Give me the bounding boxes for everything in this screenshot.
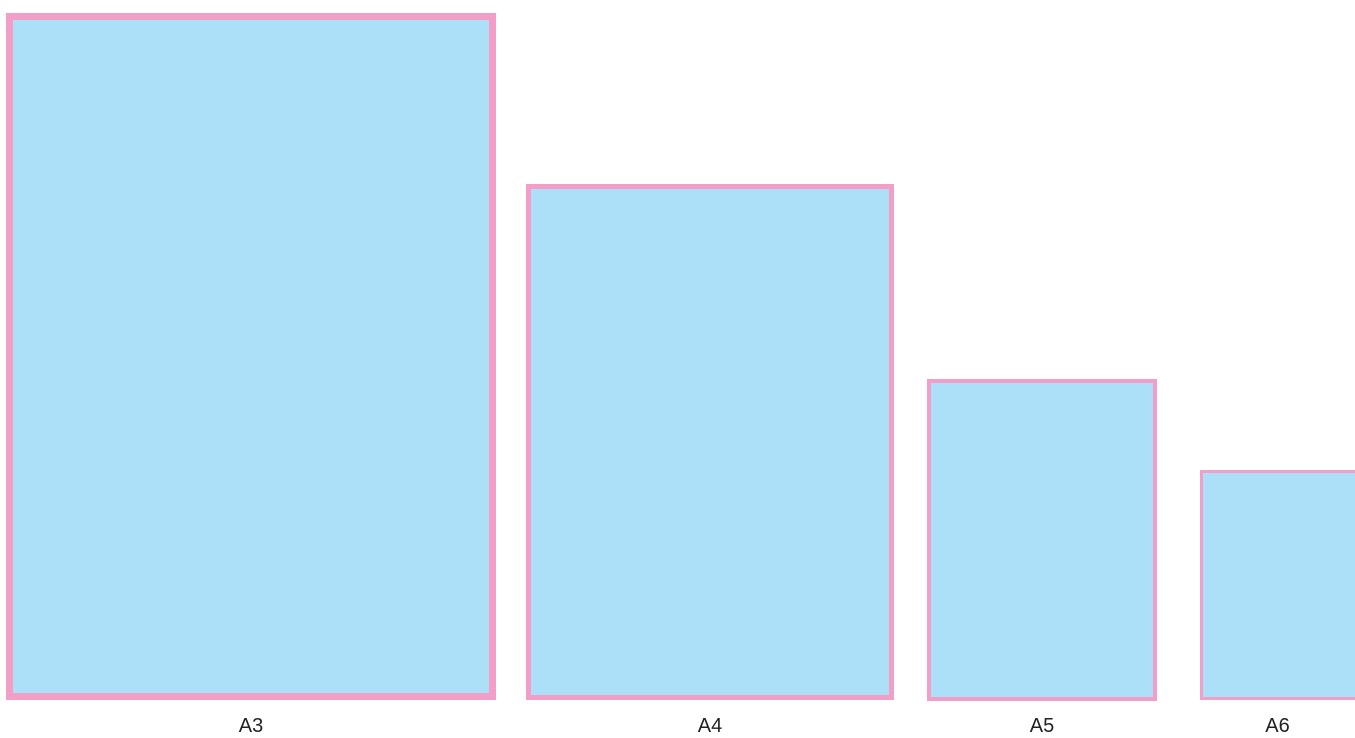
sheet-label-a3: A3 (238, 715, 264, 737)
sheet-a4 (526, 184, 894, 700)
sheet-label-a6: A6 (1265, 715, 1290, 737)
sheet-a3 (6, 13, 496, 700)
sheet-label-a4: A4 (697, 715, 723, 737)
sheet-label-a5: A5 (1029, 715, 1055, 737)
sheet-a5 (927, 379, 1157, 701)
sheet-a6 (1200, 470, 1355, 700)
